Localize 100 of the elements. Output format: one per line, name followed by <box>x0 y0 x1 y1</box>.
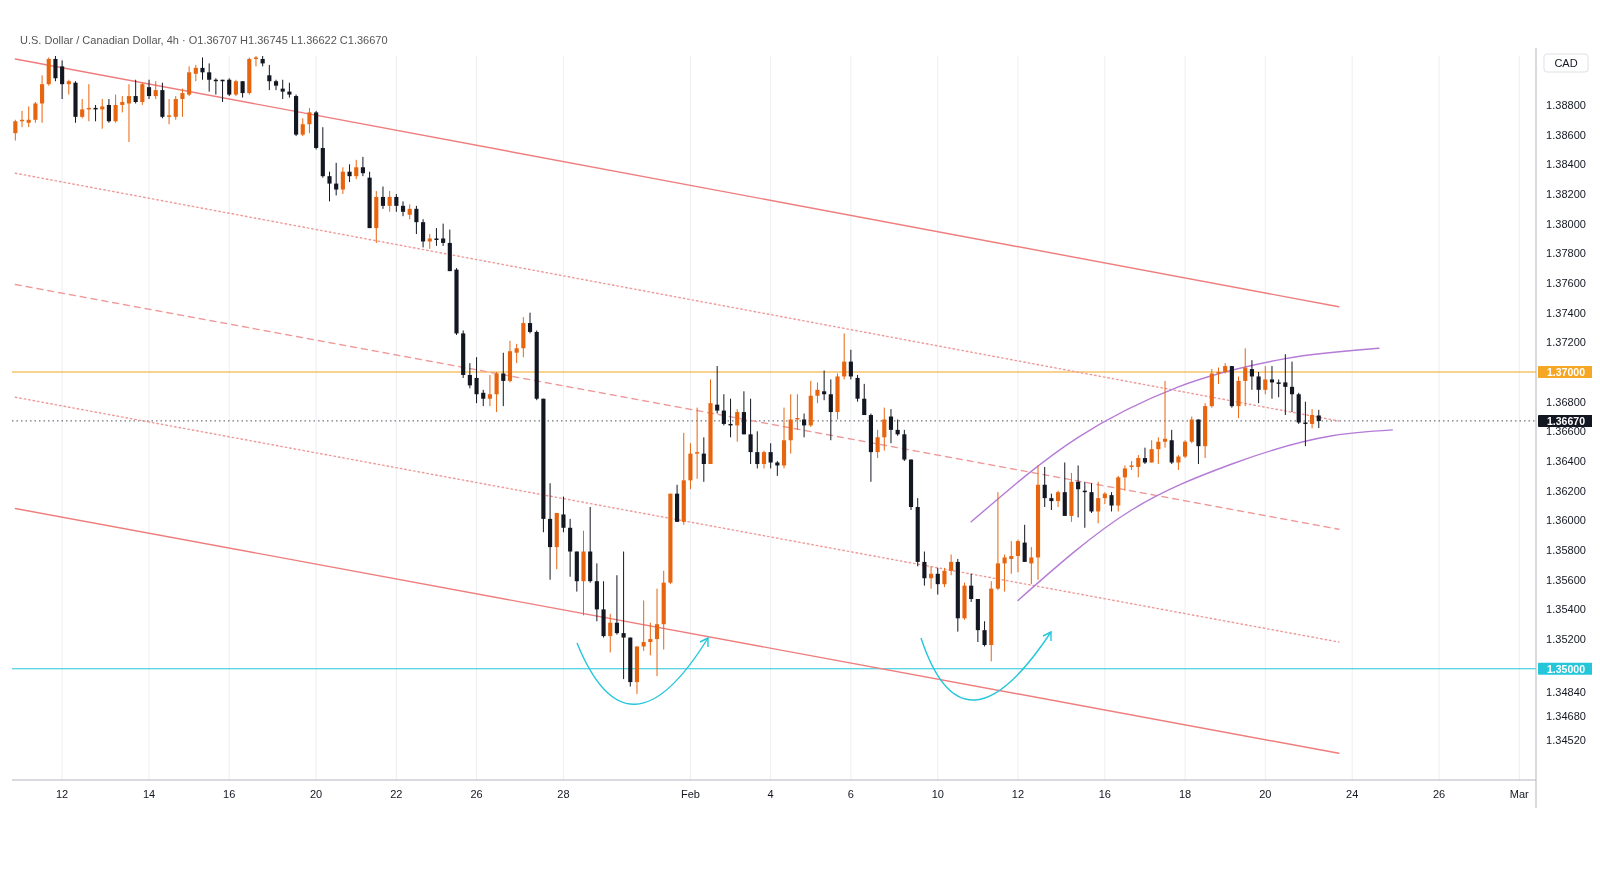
candlestick <box>474 356 479 404</box>
candlestick <box>1263 365 1268 395</box>
y-tick-label: 1.35800 <box>1546 544 1586 557</box>
y-tick-label: 1.36400 <box>1546 455 1586 468</box>
x-tick-label: 14 <box>142 788 156 800</box>
candlestick <box>942 567 947 588</box>
candlestick <box>173 95 178 121</box>
candlestick <box>1269 365 1275 400</box>
x-tick-label: Feb <box>680 788 700 800</box>
candlestick <box>621 551 626 680</box>
candlestick <box>748 398 753 465</box>
y-tick-label: 1.36800 <box>1546 395 1586 408</box>
candlestick <box>875 429 880 459</box>
candlestick <box>487 374 492 407</box>
y-tick-label: 1.37800 <box>1546 247 1586 260</box>
ref-line-label: 1.35000 <box>1547 662 1586 675</box>
y-tick-label: 1.35400 <box>1546 603 1586 616</box>
candlestick <box>654 588 660 677</box>
candlestick <box>400 200 406 217</box>
y-tick-label: 1.38200 <box>1546 187 1586 200</box>
candlestick <box>1189 416 1194 444</box>
y-tick-label: 1.35600 <box>1546 573 1586 586</box>
candlestick <box>307 107 312 134</box>
candlestick <box>334 162 339 196</box>
candlestick <box>180 88 185 118</box>
y-axis-title: CAD <box>1554 57 1578 69</box>
x-tick-label: 20 <box>1259 788 1272 800</box>
y-tick-label: 1.36000 <box>1546 514 1586 527</box>
candlestick <box>768 442 773 469</box>
candlestick <box>1249 359 1254 391</box>
y-tick-label: 1.37600 <box>1546 276 1586 289</box>
candlestick <box>80 98 85 119</box>
candlestick <box>862 383 867 416</box>
candlestick <box>1310 408 1315 429</box>
candlestick <box>1029 546 1034 585</box>
x-tick-label: 6 <box>847 788 854 800</box>
candlestick <box>1089 482 1094 514</box>
candlestick <box>33 101 38 124</box>
candlestick <box>60 59 65 100</box>
chart-title: U.S. Dollar / Canadian Dollar, 4h · O1.36707 H1.36745 L1.36622 C1.36670 <box>20 34 388 46</box>
candlestick <box>200 56 205 81</box>
y-tick-label: 1.37400 <box>1546 306 1586 319</box>
candlestick <box>608 613 613 653</box>
candlestick <box>561 496 566 533</box>
candlestick <box>1169 429 1174 465</box>
candlestick <box>568 518 573 578</box>
candlestick <box>1289 361 1295 413</box>
candlestick <box>648 622 653 656</box>
candlestick <box>735 408 740 443</box>
candlestick <box>815 381 820 404</box>
candlestick <box>695 407 700 480</box>
candlestick <box>1256 371 1261 404</box>
candlestick <box>273 79 279 91</box>
candlestick <box>126 83 132 143</box>
candlestick <box>1096 481 1101 524</box>
x-tick-label: 12 <box>1011 788 1025 800</box>
y-tick-label: 1.34840 <box>1546 686 1586 699</box>
y-tick-label: 1.36200 <box>1546 484 1586 497</box>
candlestick <box>822 370 827 401</box>
x-tick-label: 16 <box>223 788 236 800</box>
candlestick <box>741 390 746 435</box>
y-tick-label: 1.38400 <box>1546 158 1586 171</box>
candlestick <box>721 393 726 426</box>
candlestick <box>280 79 285 100</box>
candlestick <box>1109 491 1114 512</box>
candlestick <box>1316 409 1321 429</box>
candlestick <box>1283 353 1288 416</box>
candlestick <box>922 551 927 587</box>
candlestick <box>755 430 760 469</box>
candlestick <box>1243 347 1248 407</box>
candlestick <box>848 349 853 380</box>
candlestick <box>267 64 272 91</box>
x-tick-label: 18 <box>1178 788 1192 800</box>
x-tick-label: 26 <box>1432 788 1446 800</box>
y-tick-label: 1.38800 <box>1546 98 1586 111</box>
candlestick <box>380 186 386 210</box>
candlestick <box>501 352 506 407</box>
candlestick <box>53 56 58 82</box>
candlestick <box>949 553 954 576</box>
candlestick <box>1303 401 1308 447</box>
y-tick-label: 1.34680 <box>1546 710 1586 723</box>
candlestick <box>1062 462 1067 517</box>
candlestick <box>828 378 833 441</box>
ref-line-label: 1.37000 <box>1547 366 1586 379</box>
candlestick <box>1142 447 1148 465</box>
candlestick <box>1136 454 1141 478</box>
x-tick-label: 22 <box>390 788 403 800</box>
candlestick <box>327 171 332 202</box>
candlestick <box>842 332 847 380</box>
candlestick <box>982 620 987 647</box>
candlestick <box>354 159 359 180</box>
candlestick <box>1162 380 1168 449</box>
candlestick <box>1009 540 1014 575</box>
y-tick-label: 1.37200 <box>1546 336 1586 349</box>
candlestick <box>133 79 138 104</box>
x-tick-label: 26 <box>470 788 483 800</box>
candlestick <box>882 407 887 452</box>
candlestick <box>106 98 111 124</box>
candlestick <box>26 105 31 128</box>
candlestick <box>340 166 345 195</box>
